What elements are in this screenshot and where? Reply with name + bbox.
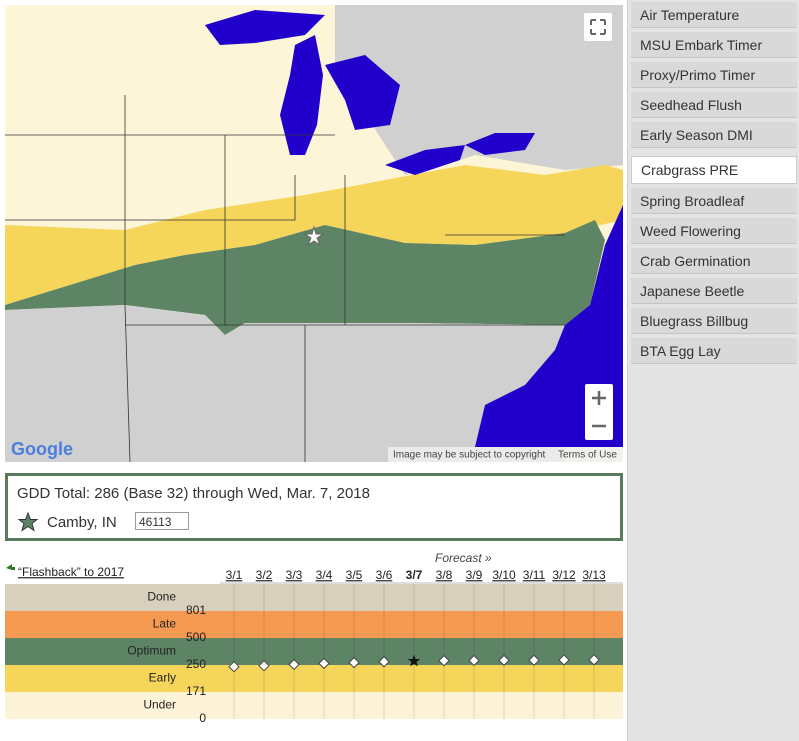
x-tick-label: 3/8 (436, 568, 453, 582)
data-point (558, 654, 570, 666)
band (5, 665, 623, 692)
x-tick-label: 3/13 (582, 568, 606, 582)
map: Google Image may be subject to copyright… (5, 5, 623, 462)
map-attribution: Image may be subject to copyright (393, 450, 546, 461)
zip-input[interactable]: 46113 (135, 512, 189, 530)
band-label: Under (143, 698, 176, 712)
band (5, 638, 623, 665)
data-point (528, 654, 540, 666)
band (5, 611, 623, 638)
data-point (228, 661, 240, 673)
y-tick-label: 500 (186, 630, 206, 644)
location: Camby, IN (47, 514, 117, 531)
data-point (378, 656, 390, 668)
data-point (468, 654, 480, 667)
band-label: Done (147, 590, 176, 604)
star-icon (18, 512, 38, 532)
y-tick-label: 801 (186, 603, 206, 617)
x-tick-label: 3/9 (466, 568, 483, 582)
menu-item[interactable]: Bluegrass Billbug (631, 308, 797, 334)
menu-item[interactable]: Crabgrass PRE (631, 156, 797, 184)
menu-item[interactable]: Weed Flowering (631, 218, 797, 244)
data-point (288, 658, 300, 671)
menu-item[interactable]: Early Season DMI (631, 122, 797, 148)
x-tick-label: 3/10 (492, 568, 516, 582)
y-tick-label: 0 (199, 711, 206, 725)
data-point (588, 654, 600, 666)
band-label: Optimum (127, 644, 176, 658)
forecast-label: Forecast » (435, 551, 492, 565)
data-point (438, 654, 450, 667)
band (5, 584, 623, 611)
fullscreen-button[interactable] (584, 13, 612, 41)
menu-item[interactable]: Air Temperature (631, 2, 797, 28)
y-tick-label: 250 (186, 657, 206, 671)
x-tick-label: 3/7 (406, 568, 423, 582)
current-point (407, 654, 421, 667)
gdd-chart: “Flashback” to 2017 Forecast » Done Late O… (5, 551, 623, 725)
x-tick-label: 3/11 (523, 568, 546, 582)
x-tick-label: 3/6 (376, 568, 393, 582)
flashback-link[interactable]: “Flashback” to 2017 (18, 565, 124, 579)
data-point (318, 657, 330, 670)
x-tick-label: 3/5 (346, 568, 363, 582)
x-tick-label: 3/2 (256, 568, 273, 582)
menu-item[interactable]: MSU Embark Timer (631, 32, 797, 58)
info-box: GDD Total: 286 (Base 32) through Wed, Ma… (5, 473, 623, 541)
y-tick-label: 171 (186, 684, 206, 698)
band-label: Late (153, 617, 177, 631)
sidebar: Air Temperature MSU Embark Timer Proxy/Pri… (627, 0, 799, 741)
terms-link[interactable]: Terms of Use (558, 450, 617, 461)
gdd-summary: GDD Total: 286 (Base 32) through Wed, Ma… (17, 485, 370, 502)
data-point (498, 654, 510, 667)
x-tick-label: 3/4 (316, 568, 333, 582)
menu-item[interactable]: Proxy/Primo Timer (631, 62, 797, 88)
band-label: Early (149, 671, 176, 685)
x-tick-label: 3/3 (286, 568, 303, 582)
data-point (348, 656, 360, 669)
x-tick-label: 3/1 (226, 568, 243, 582)
menu-item[interactable]: Japanese Beetle (631, 278, 797, 304)
menu-item[interactable]: BTA Egg Lay (631, 338, 797, 364)
band (5, 692, 623, 719)
x-tick-label: 3/12 (552, 568, 576, 582)
data-point (258, 659, 270, 672)
map-logo: Google (11, 439, 73, 459)
menu-item[interactable]: Crab Germination (631, 248, 797, 274)
menu-item[interactable]: Spring Broadleaf (631, 188, 797, 214)
menu-item[interactable]: Seedhead Flush (631, 92, 797, 118)
